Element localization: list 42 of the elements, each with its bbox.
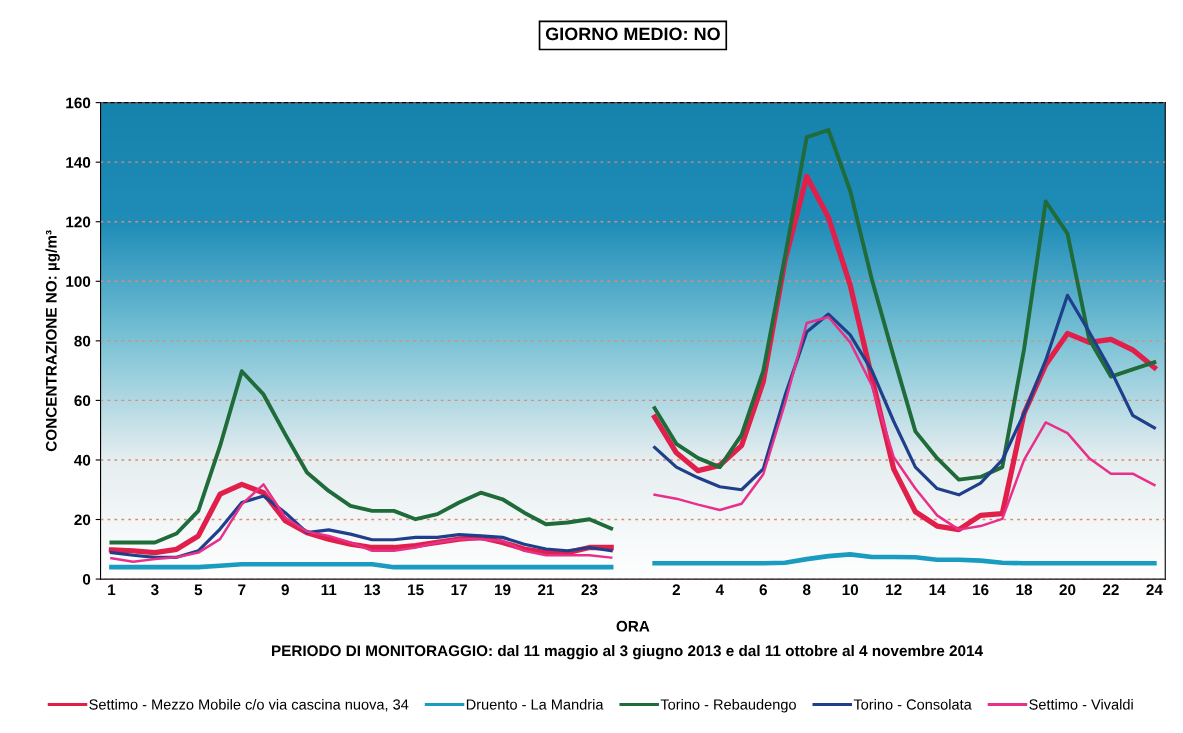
legend-label: Druento - La Mandria	[466, 698, 604, 710]
x-tick-label: 5	[194, 584, 203, 596]
y-axis-title: CONCENTRAZIONE NO: µg/m³	[45, 230, 60, 452]
x-tick-label: 3	[150, 584, 159, 596]
y-tick-label: 80	[74, 335, 91, 347]
x-tick-label: 24	[1146, 584, 1163, 595]
legend-label: Settimo - Vivaldi	[1029, 698, 1133, 710]
x-tick-label: 20	[1059, 584, 1076, 596]
legend-label: Torino - Rebaudengo	[660, 698, 796, 713]
x-tick-label: 22	[1102, 584, 1119, 595]
x-tick-label: 2	[672, 584, 680, 595]
x-tick-label: 10	[842, 584, 859, 596]
x-tick-label: 21	[538, 584, 555, 595]
legend-label: Torino - Consolata	[853, 698, 972, 710]
x-tick-label: 12	[886, 584, 902, 595]
x-tick-label: 16	[973, 584, 989, 596]
x-tick-label: 17	[451, 584, 467, 595]
y-tick-label: 140	[66, 157, 91, 168]
x-tick-label: 4	[715, 584, 724, 595]
y-tick-label: 100	[66, 276, 91, 287]
y-tick-label: 60	[74, 395, 91, 407]
x-tick-label: 14	[929, 584, 946, 595]
chart-title: GIORNO MEDIO: NO	[545, 27, 720, 41]
y-tick-label: 0	[82, 573, 91, 585]
y-tick-label: 40	[74, 454, 91, 466]
y-tick-label: 120	[66, 216, 91, 228]
x-tick-label: 7	[238, 584, 246, 595]
x-tick-label: 1	[108, 584, 116, 595]
text: PERIODO DI MONITORAGGIO: dal 11 maggio al 3 giugno 2013 e dal 11 ottobre al 4 novembre 2014	[272, 644, 983, 660]
x-axis-title: ORA	[616, 620, 650, 632]
legend-label: Settimo - Mezzo Mobile c/o via cascina nuova, 34	[89, 698, 409, 712]
x-tick-label: 19	[495, 584, 511, 596]
x-tick-label: 6	[759, 584, 767, 596]
y-tick-label: 20	[74, 514, 91, 526]
x-tick-label: 9	[281, 584, 289, 596]
x-tick-label: 23	[581, 584, 598, 596]
y-tick-label: 160	[66, 97, 91, 109]
x-tick-label: 15	[408, 584, 424, 596]
x-tick-label: 18	[1016, 584, 1033, 596]
x-tick-label: 11	[321, 584, 337, 595]
x-tick-label: 8	[802, 584, 811, 596]
x-tick-label: 13	[364, 584, 381, 596]
